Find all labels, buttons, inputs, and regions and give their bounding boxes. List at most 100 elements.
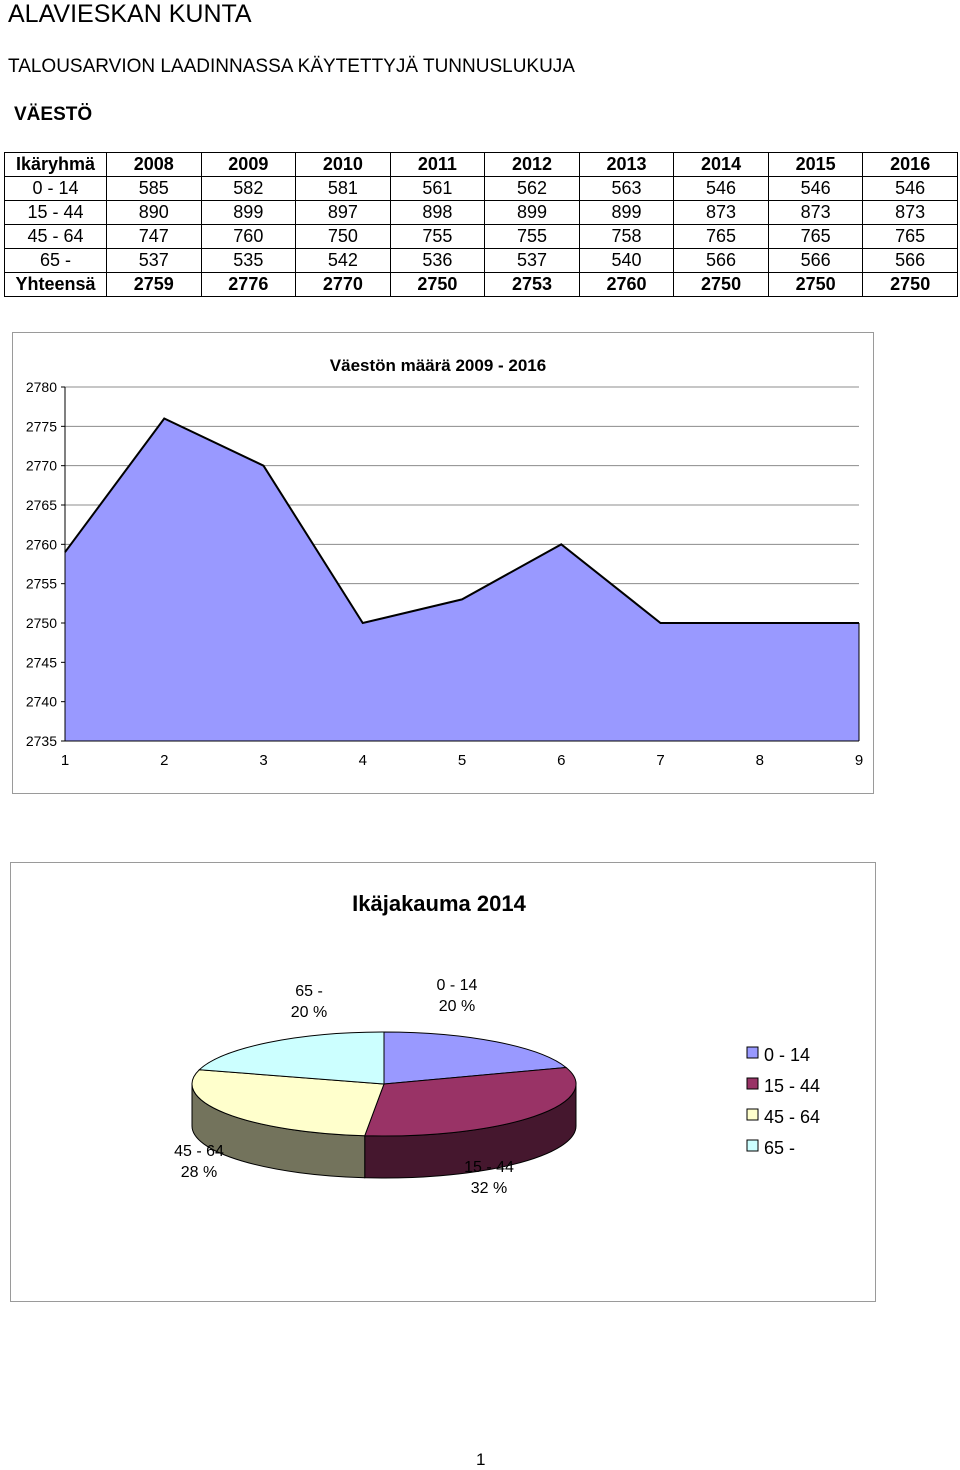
slice-percent-label: 28 % (181, 1164, 217, 1181)
table-cell: 873 (768, 201, 863, 225)
page-subtitle: TALOUSARVION LAADINNASSA KÄYTETTYJÄ TUNN… (8, 56, 575, 78)
table-cell: 899 (201, 201, 296, 225)
table-cell: 758 (579, 225, 674, 249)
y-tick-label: 2765 (26, 497, 57, 513)
table-cell: 765 (863, 225, 958, 249)
x-tick-label: 6 (557, 752, 565, 769)
x-tick-label: 7 (656, 752, 664, 769)
table-cell: 546 (768, 177, 863, 201)
x-tick-label: 5 (458, 752, 466, 769)
table-cell: 873 (674, 201, 769, 225)
population-table: Ikäryhmä 2008 2009 2010 2011 2012 2013 2… (4, 152, 958, 297)
y-tick-label: 2750 (26, 615, 57, 631)
column-header: 2013 (579, 153, 674, 177)
table-cell: 540 (579, 249, 674, 273)
row-label: 0 - 14 (5, 177, 107, 201)
table-cell: 566 (863, 249, 958, 273)
table-cell: 585 (107, 177, 202, 201)
legend-swatch (747, 1078, 758, 1089)
y-tick-label: 2740 (26, 694, 57, 710)
column-header: 2012 (485, 153, 580, 177)
table-cell: 582 (201, 177, 296, 201)
table-cell: 2759 (107, 273, 202, 297)
slice-name-label: 0 - 14 (437, 977, 478, 994)
column-header: 2008 (107, 153, 202, 177)
slice-name-label: 65 - (295, 983, 323, 1000)
pie-title: Ikäjakauma 2014 (352, 891, 526, 916)
y-tick-label: 2760 (26, 536, 57, 552)
table-cell: 563 (579, 177, 674, 201)
table-cell: 747 (107, 225, 202, 249)
legend-label: 0 - 14 (764, 1045, 810, 1065)
table-cell: 755 (390, 225, 485, 249)
legend-label: 15 - 44 (764, 1076, 820, 1096)
column-header: Ikäryhmä (5, 153, 107, 177)
table-cell: 537 (107, 249, 202, 273)
y-tick-label: 2735 (26, 733, 57, 749)
x-tick-label: 4 (359, 752, 367, 769)
table-header-row: Ikäryhmä 2008 2009 2010 2011 2012 2013 2… (5, 153, 958, 177)
table-cell: 750 (296, 225, 391, 249)
row-label: 15 - 44 (5, 201, 107, 225)
table-cell: 899 (579, 201, 674, 225)
x-tick-label: 2 (160, 752, 168, 769)
slice-name-label: 15 - 44 (464, 1159, 514, 1176)
legend-swatch (747, 1047, 758, 1058)
row-label: 65 - (5, 249, 107, 273)
table-cell: 2750 (768, 273, 863, 297)
column-header: 2014 (674, 153, 769, 177)
x-tick-label: 9 (855, 752, 863, 769)
legend-label: 65 - (764, 1138, 795, 1158)
table-cell: 897 (296, 201, 391, 225)
row-label: 45 - 64 (5, 225, 107, 249)
slice-name-label: 45 - 64 (174, 1143, 224, 1160)
column-header: 2016 (863, 153, 958, 177)
area-fill (65, 418, 859, 741)
table-cell: 542 (296, 249, 391, 273)
area-chart-svg: Väestön määrä 2009 - 2016 27802775277027… (13, 333, 875, 795)
table-cell: 755 (485, 225, 580, 249)
table-cell: 890 (107, 201, 202, 225)
row-label: Yhteensä (5, 273, 107, 297)
table-cell: 899 (485, 201, 580, 225)
x-tick-label: 3 (259, 752, 267, 769)
table-cell: 2753 (485, 273, 580, 297)
y-tick-label: 2770 (26, 458, 57, 474)
chart-title: Väestön määrä 2009 - 2016 (330, 356, 546, 375)
legend-swatch (747, 1140, 758, 1151)
legend-swatch (747, 1109, 758, 1120)
column-header: 2015 (768, 153, 863, 177)
section-heading: VÄESTÖ (14, 104, 92, 126)
y-tick-label: 2745 (26, 654, 57, 670)
y-tick-label: 2775 (26, 418, 57, 434)
table-cell: 537 (485, 249, 580, 273)
table-cell: 2760 (579, 273, 674, 297)
table-cell: 546 (674, 177, 769, 201)
table-cell: 2770 (296, 273, 391, 297)
table-cell: 562 (485, 177, 580, 201)
x-tick-label: 1 (61, 752, 69, 769)
table-cell: 2776 (201, 273, 296, 297)
table-cell: 2750 (674, 273, 769, 297)
table-cell: 546 (863, 177, 958, 201)
y-tick-label: 2780 (26, 379, 57, 395)
column-header: 2011 (390, 153, 485, 177)
table-cell: 765 (768, 225, 863, 249)
table-cell: 873 (863, 201, 958, 225)
column-header: 2010 (296, 153, 391, 177)
table-cell: 535 (201, 249, 296, 273)
slice-percent-label: 32 % (471, 1180, 507, 1197)
x-tick-label: 8 (756, 752, 764, 769)
column-header: 2009 (201, 153, 296, 177)
table-cell: 898 (390, 201, 485, 225)
page-number: 1 (476, 1450, 485, 1470)
table-cell: 536 (390, 249, 485, 273)
